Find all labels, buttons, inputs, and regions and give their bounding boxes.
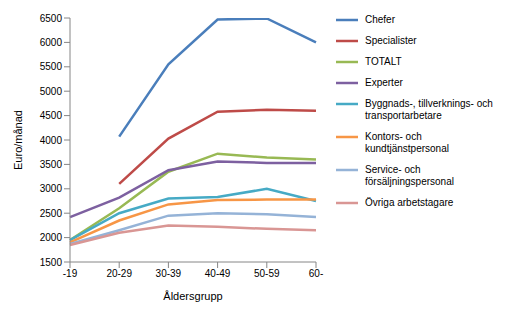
svg-text:-19: -19 [63, 268, 78, 279]
html-text:Kontors- och kundtjänstpersona: Kontors- och kundtjänstpersonal [365, 131, 449, 154]
svg-text:6000: 6000 [40, 37, 63, 48]
svg-text:40-49: 40-49 [205, 268, 231, 279]
html-text:Övriga arbetstagare: Övriga arbetstagare [365, 197, 454, 208]
html-text:TOTALT: TOTALT [365, 56, 402, 67]
svg-text:50-59: 50-59 [254, 268, 280, 279]
svg-text:Åldersgrupp: Åldersgrupp [163, 290, 222, 302]
html-text:Experter: Experter [365, 77, 403, 88]
svg-text:4000: 4000 [40, 135, 63, 146]
html-text:Specialister: Specialister [365, 35, 417, 46]
svg-text:3500: 3500 [40, 159, 63, 170]
svg-text:30-39: 30-39 [156, 268, 182, 279]
svg-text:5500: 5500 [40, 61, 63, 72]
svg-text:2500: 2500 [40, 208, 63, 219]
html-text:Service- och försäljningsperso: Service- och försäljningspersonal [365, 164, 454, 187]
svg-text:60-: 60- [309, 268, 323, 279]
svg-text:5000: 5000 [40, 86, 63, 97]
svg-text:2000: 2000 [40, 232, 63, 243]
svg-text:1500: 1500 [40, 257, 63, 268]
svg-text:4500: 4500 [40, 110, 63, 121]
svg-text:6500: 6500 [40, 13, 63, 24]
html-text:Chefer: Chefer [365, 14, 395, 25]
svg-text:20-29: 20-29 [106, 268, 132, 279]
svg-text:3000: 3000 [40, 183, 63, 194]
html-text:Byggnads-, tillverknings- och: Byggnads-, tillverknings- och transporta… [365, 98, 493, 121]
svg-text:Euro/månad: Euro/månad [12, 110, 24, 170]
